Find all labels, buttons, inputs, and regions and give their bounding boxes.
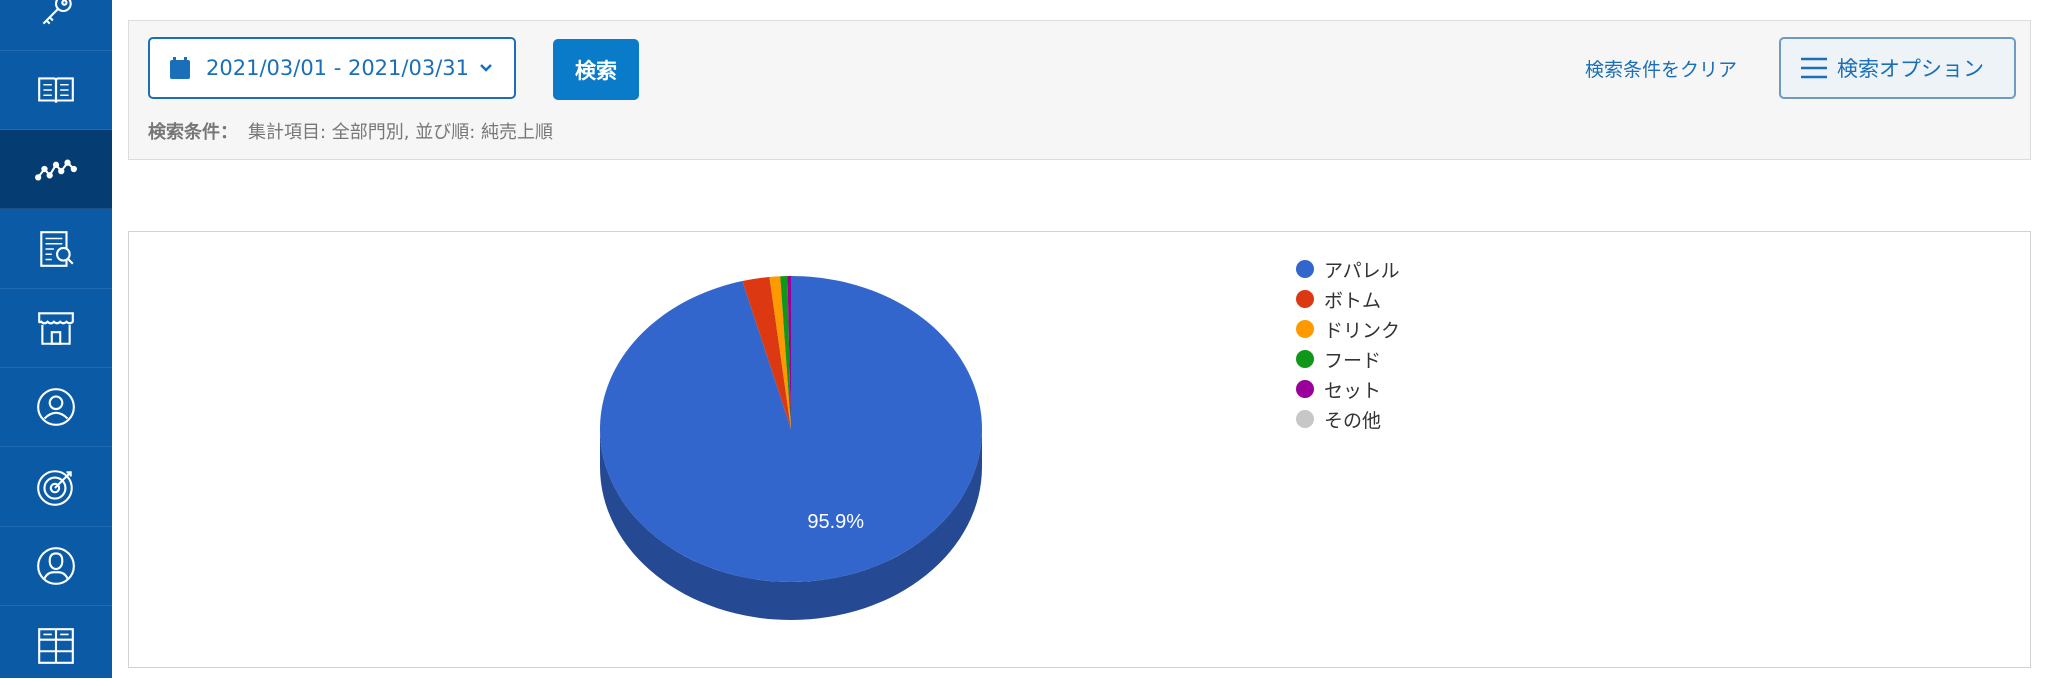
calendar-icon (170, 57, 190, 79)
pie-data-label: 95.9% (807, 511, 864, 533)
grid-icon (38, 628, 74, 664)
legend-label: ドリンク (1324, 319, 1401, 342)
legend-item[interactable]: アパレル (1296, 254, 1400, 284)
pie-slice-ドリンク[interactable] (769, 276, 791, 429)
search-options-button[interactable]: 検索オプション (1779, 37, 2016, 99)
legend-label: フード (1324, 349, 1382, 372)
legend-label: その他 (1324, 409, 1382, 432)
sidebar-item-book[interactable] (0, 51, 112, 130)
clear-conditions-link[interactable]: 検索条件をクリア (1585, 59, 1738, 81)
legend-item[interactable]: ドリンク (1296, 314, 1400, 344)
search-button[interactable]: 検索 (553, 39, 639, 100)
store-icon (38, 312, 74, 345)
sidebar-item-store[interactable] (0, 289, 112, 368)
legend-swatch (1296, 410, 1314, 428)
sidebar-item-staff[interactable] (0, 527, 112, 606)
legend-swatch (1296, 350, 1314, 368)
sidebar-item-target[interactable] (0, 448, 112, 527)
chart-card: 95.9% アパレルボトムドリンクフードセットその他 (128, 231, 2031, 668)
chart-legend: アパレルボトムドリンクフードセットその他 (1296, 254, 1400, 434)
conditions-label: 検索条件： (148, 122, 238, 143)
legend-swatch (1296, 260, 1314, 278)
user-circle-icon (37, 388, 75, 426)
legend-swatch (1296, 290, 1314, 308)
target-icon (37, 470, 73, 506)
pie-slice-セット[interactable] (787, 276, 791, 429)
report-search-icon (40, 231, 74, 267)
sidebar-item-customer[interactable] (0, 368, 112, 447)
pie-slice-ボトム[interactable] (742, 276, 791, 429)
legend-swatch (1296, 320, 1314, 338)
sidebar-item-key[interactable] (0, 0, 112, 51)
sidebar-item-report[interactable] (0, 210, 112, 289)
search-conditions: 検索条件： 集計項目: 全部門別, 並び順: 純売上順 (148, 118, 553, 144)
key-icon (42, 0, 72, 25)
conditions-value: 集計項目: 全部門別, 並び順: 純売上順 (248, 122, 554, 143)
menu-icon (1801, 57, 1827, 79)
person-icon (37, 547, 75, 585)
date-range-text: 2021/03/01 - 2021/03/31 (206, 56, 470, 80)
legend-item[interactable]: ボトム (1296, 284, 1400, 314)
pie-side-アパレル (600, 429, 982, 620)
chevron-down-icon (480, 64, 492, 72)
sidebar-item-dashboard[interactable] (0, 607, 112, 686)
legend-item[interactable]: その他 (1296, 404, 1400, 434)
search-options-label: 検索オプション (1837, 57, 1984, 81)
legend-item[interactable]: フード (1296, 344, 1400, 374)
date-range-picker[interactable]: 2021/03/01 - 2021/03/31 (148, 37, 516, 99)
trend-icon (35, 159, 77, 181)
book-icon (38, 77, 74, 103)
pie-chart: 95.9% (600, 276, 982, 620)
sidebar (0, 0, 112, 686)
legend-label: ボトム (1324, 289, 1382, 312)
search-panel: 2021/03/01 - 2021/03/31 検索 検索条件： 集計項目: 全部… (128, 20, 2031, 160)
legend-label: セット (1324, 379, 1382, 402)
legend-item[interactable]: セット (1296, 374, 1400, 404)
legend-swatch (1296, 380, 1314, 398)
sidebar-item-analytics[interactable] (0, 130, 112, 209)
legend-label: アパレル (1324, 259, 1400, 282)
pie-slice-フード[interactable] (780, 276, 791, 429)
